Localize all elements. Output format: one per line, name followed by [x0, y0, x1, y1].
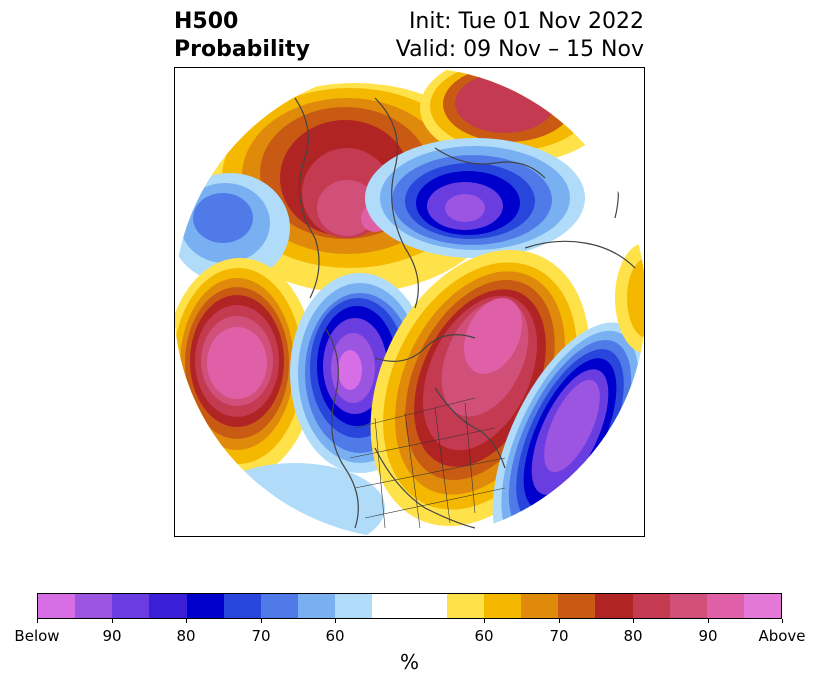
colorbar-tick-label: 80: [623, 627, 643, 645]
colorbar-cell: [706, 594, 744, 618]
colorbar-tick-mark: [708, 619, 709, 623]
colorbar-cell: [112, 594, 150, 618]
colorbar-cell: [521, 594, 559, 618]
colorbar-cell: [632, 594, 670, 618]
valid-range-label: Valid: 09 Nov – 15 Nov: [395, 37, 644, 62]
colorbar-tick-mark: [484, 619, 485, 623]
colorbar-cell: [446, 594, 484, 618]
colorbar-cell: [149, 594, 187, 618]
colorbar-cell: [409, 594, 447, 618]
colorbar: [37, 593, 782, 619]
colorbar-tick-label: 80: [176, 627, 196, 645]
colorbar-tick-mark: [261, 619, 262, 623]
init-date-label: Init: Tue 01 Nov 2022: [408, 9, 644, 34]
colorbar-cell: [75, 594, 113, 618]
colorbar-tick-label: 60: [474, 627, 494, 645]
map-title-left: H500 Probability: [174, 8, 310, 64]
colorbar-tick-label: 70: [251, 627, 271, 645]
colorbar-tick-mark: [335, 619, 336, 623]
warm-anomaly-east-edge: [615, 243, 644, 353]
colorbar-cell: [483, 594, 522, 618]
colorbar-cell: [38, 594, 76, 618]
cold-anomaly-east: [492, 322, 644, 536]
colorbar-cell: [335, 594, 373, 618]
cold-anomaly-west: [175, 173, 290, 283]
colorbar-tick-mark: [633, 619, 634, 623]
colorbar-tick-label: 90: [102, 627, 122, 645]
variable-label: H500: [174, 9, 239, 34]
colorbar-tick-mark: [559, 619, 560, 623]
map-title-right: Init: Tue 01 Nov 2022 Valid: 09 Nov – 15…: [396, 8, 644, 64]
colorbar-tick-label: 60: [325, 627, 345, 645]
colorbar-cell: [595, 594, 633, 618]
borders: [349, 397, 506, 529]
colorbar-cell: [372, 594, 410, 618]
colorbar-tick-label: Above: [758, 627, 806, 645]
anomaly-field: [175, 68, 644, 536]
colorbar-cell: [298, 594, 336, 618]
colorbar-cell: [669, 594, 707, 618]
colorbar-cell: [260, 594, 299, 618]
colorbar-tick-mark: [782, 619, 783, 623]
colorbar-tick-label: 70: [549, 627, 569, 645]
colorbar-cell: [186, 594, 224, 618]
colorbar-cell: [558, 594, 596, 618]
product-label: Probability: [174, 37, 310, 62]
colorbar-tick-label: Below: [14, 627, 60, 645]
cold-anomaly-north: [365, 138, 585, 258]
probability-map: [174, 67, 645, 537]
colorbar-tick-mark: [37, 619, 38, 623]
colorbar-tick-mark: [112, 619, 113, 623]
colorbar-cell: [743, 594, 782, 618]
colorbar-unit-label: %: [399, 650, 419, 674]
colorbar-tick-mark: [186, 619, 187, 623]
colorbar-cell: [223, 594, 261, 618]
map-canvas: [175, 68, 644, 536]
colorbar-tick-label: 90: [698, 627, 718, 645]
